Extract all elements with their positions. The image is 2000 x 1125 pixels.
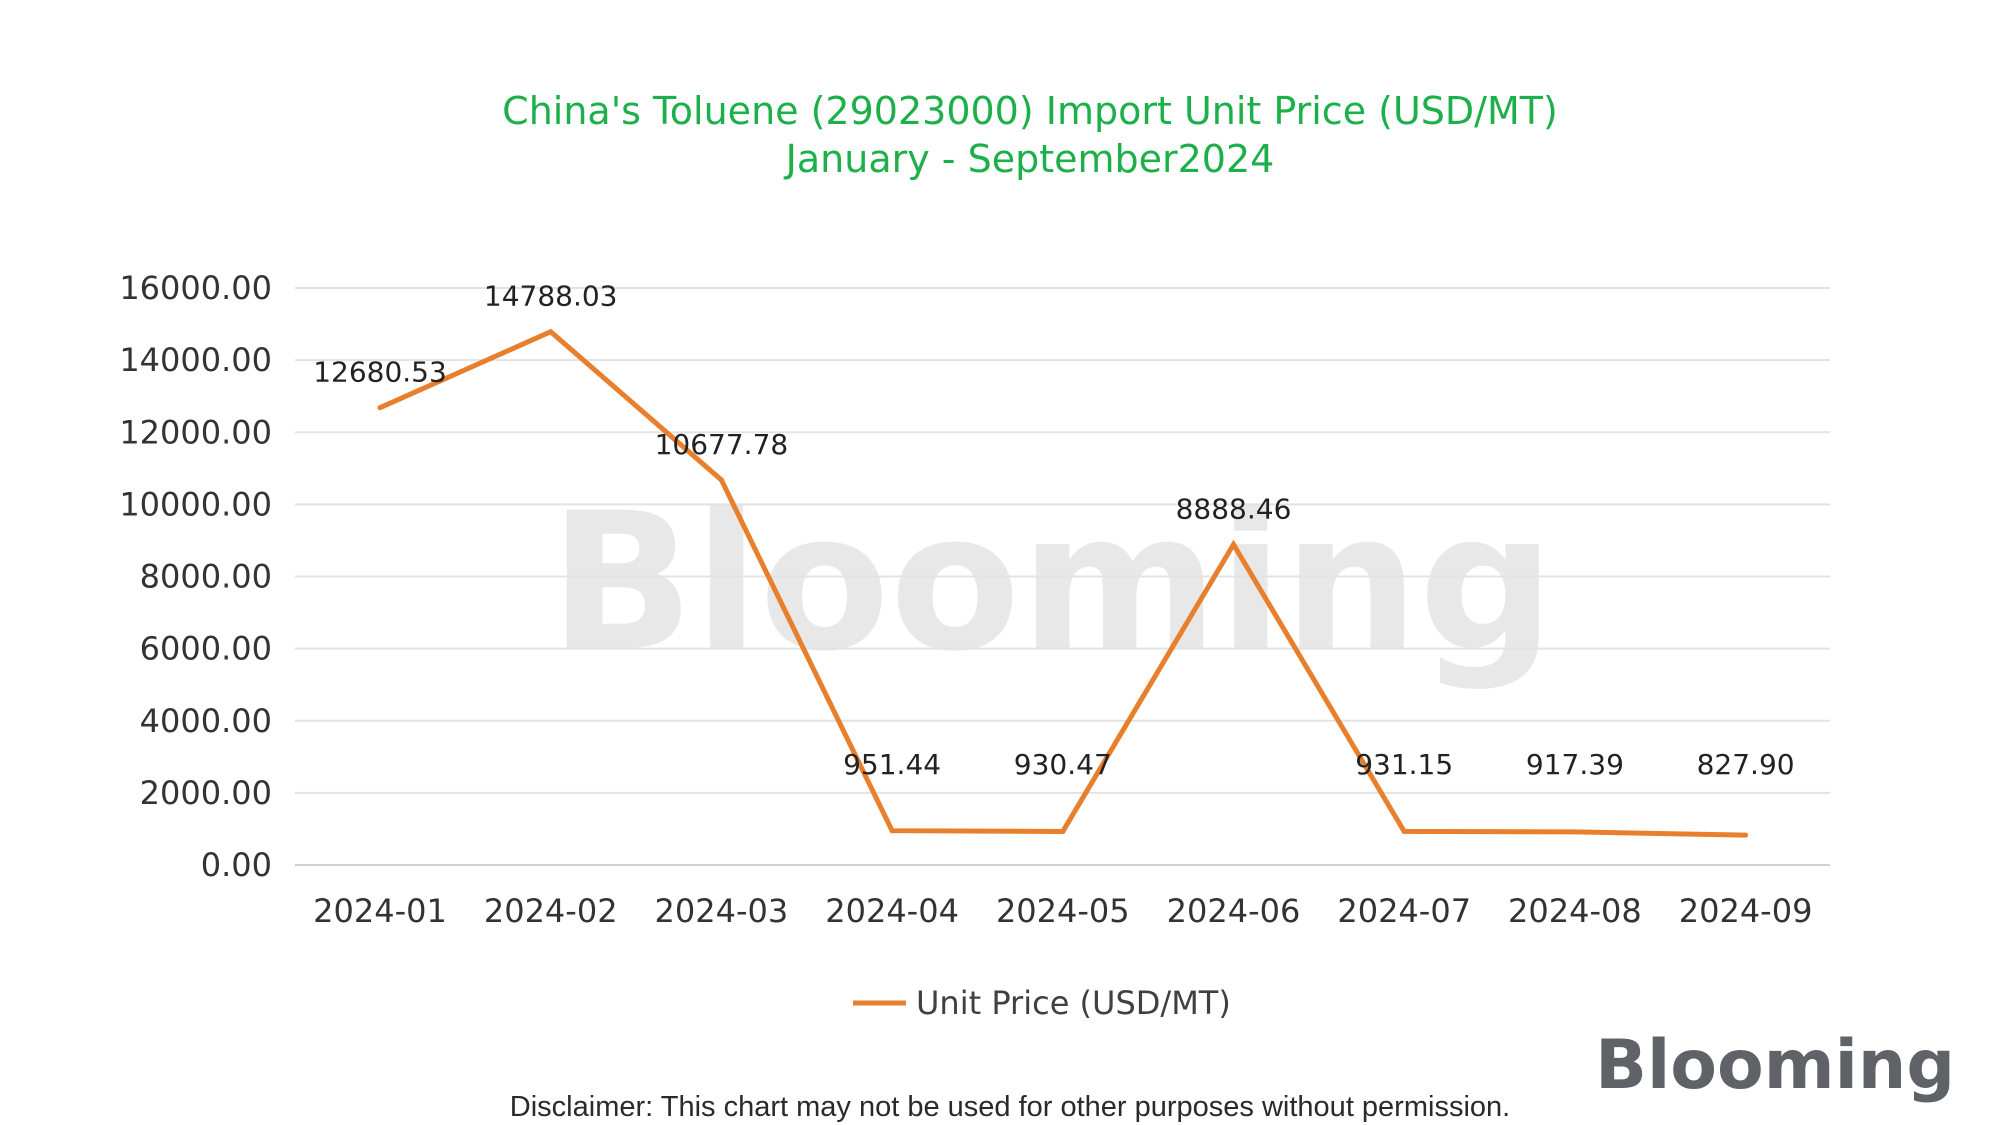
y-axis-ticks: 0.00 2000.00 4000.00 6000.00 8000.00 10000.00…	[119, 269, 272, 884]
y-tick-label: 10000.00	[119, 485, 272, 523]
data-point	[889, 828, 895, 834]
data-point	[1060, 828, 1066, 834]
data-label: 10677.78	[655, 428, 789, 461]
chart-subtitle: January - September2024	[784, 137, 1275, 181]
watermark-text: Blooming	[549, 472, 1554, 693]
x-axis-ticks: 2024-01 2024-02 2024-03 2024-04 2024-05 2024-…	[313, 892, 1812, 930]
data-labels: 12680.53 14788.03 10677.78 951.44 930.47 8888…	[313, 280, 1794, 781]
data-label: 12680.53	[313, 356, 447, 389]
series-layer	[377, 328, 1749, 838]
y-tick-label: 14000.00	[119, 341, 272, 379]
disclaimer-text: Disclaimer: This chart may not be used f…	[510, 1091, 1510, 1123]
y-tick-label: 2000.00	[140, 774, 272, 812]
data-point	[377, 405, 383, 411]
x-tick-label: 2024-09	[1679, 892, 1813, 930]
y-tick-label: 16000.00	[119, 269, 272, 307]
data-point	[1743, 832, 1749, 838]
logo-text: Blooming	[1595, 1026, 1955, 1105]
data-label: 827.90	[1697, 748, 1795, 781]
x-tick-label: 2024-08	[1508, 892, 1642, 930]
data-label: 930.47	[1014, 748, 1112, 781]
data-label: 8888.46	[1176, 492, 1292, 525]
data-point	[548, 329, 554, 335]
data-point	[1231, 541, 1236, 547]
brand-logo: Blooming	[1595, 1026, 1955, 1105]
data-point	[718, 477, 724, 483]
data-point	[1401, 828, 1407, 834]
x-tick-label: 2024-04	[825, 892, 959, 930]
legend-label: Unit Price (USD/MT)	[916, 984, 1231, 1022]
x-tick-label: 2024-05	[996, 892, 1130, 930]
x-tick-label: 2024-06	[1167, 892, 1301, 930]
x-tick-label: 2024-02	[484, 892, 618, 930]
data-label: 951.44	[843, 748, 941, 781]
y-tick-label: 8000.00	[140, 558, 272, 596]
data-label: 917.39	[1526, 748, 1624, 781]
data-point	[1572, 829, 1578, 835]
data-label: 931.15	[1355, 748, 1453, 781]
x-tick-label: 2024-03	[655, 892, 789, 930]
y-tick-label: 0.00	[201, 846, 272, 884]
gridlines	[295, 287, 1830, 866]
x-tick-label: 2024-07	[1337, 892, 1471, 930]
legend: Unit Price (USD/MT)	[853, 984, 1231, 1022]
x-tick-label: 2024-01	[313, 892, 447, 930]
data-label: 14788.03	[484, 280, 618, 313]
chart-title: China's Toluene (29023000) Import Unit P…	[502, 89, 1558, 133]
y-tick-label: 12000.00	[119, 413, 272, 451]
y-tick-label: 6000.00	[140, 630, 272, 668]
watermark: Blooming	[549, 472, 1554, 693]
y-tick-label: 4000.00	[140, 702, 272, 740]
